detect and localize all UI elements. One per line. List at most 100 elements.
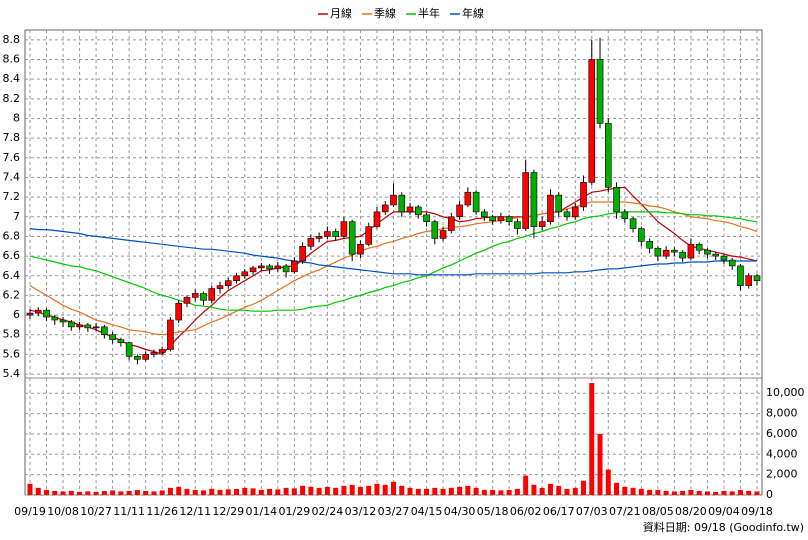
y-tick-label: 6.4: [3, 269, 21, 282]
x-tick-label: 12/11: [179, 505, 211, 518]
volume-bar: [357, 486, 363, 495]
candle-body: [720, 255, 728, 261]
candle-body: [208, 288, 216, 301]
volume-bar: [630, 487, 636, 495]
candle-body: [357, 244, 364, 255]
y-tick-label: 8.8: [3, 33, 21, 46]
candle-body: [514, 221, 521, 229]
candle-body: [59, 319, 67, 323]
volume-bar: [531, 484, 537, 495]
volume-bar: [308, 486, 314, 495]
volume-bar: [217, 489, 223, 495]
volume-bar: [44, 489, 50, 495]
candle-body: [563, 211, 571, 218]
candle-body: [613, 186, 620, 213]
volume-bar: [523, 475, 529, 495]
candle-body: [233, 275, 240, 281]
candle-body: [150, 352, 158, 355]
volume-bar: [415, 488, 421, 495]
candle-body: [406, 206, 414, 213]
candle-body: [274, 265, 282, 270]
candle-body: [191, 293, 199, 298]
volume-bar: [110, 490, 116, 495]
candle-body: [753, 275, 761, 281]
y-tick-label: 5.4: [3, 367, 21, 380]
candle-body: [555, 194, 563, 213]
candle-body: [629, 218, 637, 229]
x-tick-label: 10/27: [80, 505, 112, 518]
volume-bar: [457, 486, 463, 495]
candle-body: [84, 324, 92, 329]
volume-bar: [647, 489, 653, 495]
volume-bar: [176, 486, 182, 495]
plot-frame: [24, 29, 763, 496]
volume-bar: [391, 481, 396, 495]
volume-bar: [539, 487, 545, 495]
candle-body: [390, 194, 397, 206]
volume-bar: [316, 487, 322, 495]
x-tick-label: 07/03: [576, 505, 608, 518]
volume-bar: [151, 491, 157, 495]
volume-bar: [300, 485, 306, 495]
volume-bar: [424, 488, 430, 495]
candle-body: [687, 244, 695, 259]
x-tick-label: 06/17: [543, 505, 575, 518]
volume-bar: [68, 490, 74, 495]
candle-body: [43, 309, 50, 318]
volume-bar: [729, 491, 735, 495]
volume-bar: [134, 489, 140, 495]
volume-bar: [267, 488, 273, 495]
candle-body: [745, 275, 753, 286]
volume-bar: [481, 489, 487, 495]
volume-bar: [614, 482, 620, 495]
volume-bar: [60, 491, 66, 495]
volume-bar: [721, 490, 727, 495]
candle-body: [728, 259, 736, 267]
x-tick-label: 05/18: [477, 505, 509, 518]
x-tick-label: 08/05: [642, 505, 674, 518]
candle-body: [241, 271, 249, 277]
volume-bar: [118, 491, 124, 495]
y-tick-label: 8: [13, 111, 20, 124]
volume-bar: [556, 485, 562, 495]
volume-bar: [192, 489, 198, 495]
volume-bar: [291, 488, 297, 495]
candle-body: [448, 216, 455, 231]
y2-tick-label: 10,000: [766, 386, 805, 399]
volume-bar: [333, 487, 339, 495]
candle-body: [92, 326, 100, 329]
volume-bar: [374, 483, 380, 495]
volume-bar: [225, 489, 231, 495]
candle-body: [216, 285, 224, 289]
candle-body: [662, 249, 670, 257]
candle-body: [299, 245, 306, 262]
candle-body: [258, 265, 265, 269]
candle-body: [431, 221, 439, 239]
volume-bar: [688, 489, 694, 495]
y-tick-label: 7.4: [3, 170, 21, 183]
x-tick-label: 09/18: [741, 505, 773, 518]
legend-label: 季線: [374, 6, 396, 20]
volume-bar: [35, 487, 41, 495]
y-tick-label: 8.2: [3, 92, 21, 105]
candle-body: [373, 211, 381, 227]
footer: 資料日期: 09/18 (Goodinfo.tw): [643, 520, 804, 534]
x-tick-label: 11/26: [146, 505, 178, 518]
x-tick-label: 07/21: [609, 505, 641, 518]
x-tick-label: 11/11: [113, 505, 145, 518]
candle-body: [522, 172, 529, 229]
volume-bar: [258, 489, 264, 495]
x-tick-label: 06/02: [510, 505, 542, 518]
candle-body: [398, 194, 406, 213]
candle-body: [712, 253, 719, 257]
legend-label: 半年: [418, 6, 440, 20]
candle-body: [315, 236, 323, 239]
candle-body: [671, 249, 678, 253]
volume-bar: [27, 483, 33, 495]
volume-bar: [209, 488, 215, 495]
candle-body: [737, 265, 744, 286]
volume-bar: [382, 484, 388, 495]
candle-body: [481, 211, 488, 218]
candle-body: [497, 216, 505, 222]
x-tick-label: 04/30: [444, 505, 476, 518]
